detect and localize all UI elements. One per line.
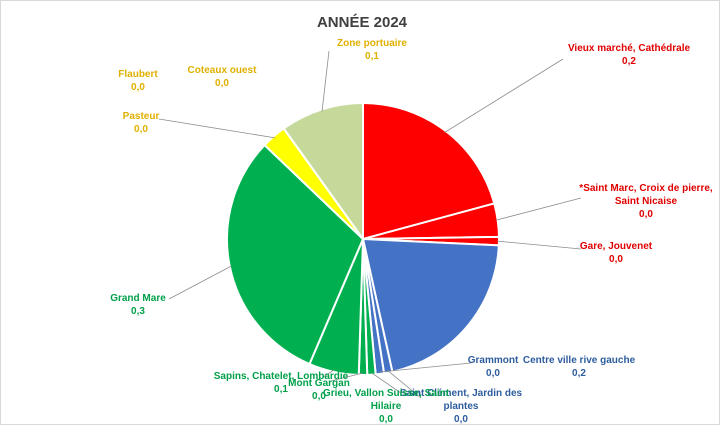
- slice-category-label: Centre ville rive gauche: [523, 355, 636, 366]
- slice-value-label: 0,0: [131, 82, 145, 93]
- slice-value-label: 0,0: [639, 209, 653, 220]
- slice-category-label: Grieu, Vallon Suisse, Saint: [323, 388, 450, 399]
- slice-category-label: Gare, Jouvenet: [580, 241, 653, 252]
- pie-slice-zone-portuaire: [282, 101, 364, 243]
- slice-category-label: plantes: [443, 401, 478, 412]
- slice-value-label: 0,0: [486, 368, 500, 379]
- slice-value-label: 0,0: [454, 414, 468, 424]
- data-label-grand-mare: Grand Mare 0,3: [110, 293, 166, 317]
- leader-line-saint-clement-jardin-des-plantes: [387, 370, 422, 399]
- leader-line-vieux-marche-cathedrale: [444, 58, 564, 133]
- data-label-pasteur: Pasteur 0,0: [123, 111, 160, 135]
- slice-category-label: Saint Clément, Jardin des: [400, 388, 523, 399]
- leader-line-grieu-vallon-suisse-saint-hilaire: [371, 372, 402, 394]
- slice-category-label: Coteaux ouest: [188, 65, 258, 76]
- data-label-centre-ville-rive-gauche: Centre ville rive gauche 0,2: [523, 355, 636, 379]
- leader-line-gare-jouvenet: [496, 240, 582, 250]
- data-labels: Vieux marché, Cathédrale 0,2 *Saint Marc, …: [110, 38, 713, 424]
- slice-value-label: 0,0: [609, 254, 623, 265]
- leader-line-pasteur: [158, 118, 276, 139]
- slice-category-label: Vieux marché, Cathédrale: [568, 43, 691, 54]
- data-label-coteaux-ouest: Coteaux ouest 0,0: [188, 65, 258, 89]
- pie-slices: [226, 101, 500, 376]
- leader-lines: [158, 50, 582, 399]
- data-label-sapins-chatelet-lombardie: Sapins, Chatelet, Lombardie 0,1: [214, 371, 349, 395]
- slice-value-label: 0,0: [215, 78, 229, 89]
- data-label-flaubert: Flaubert 0,0: [118, 69, 158, 93]
- data-label-grieu-vallon-suisse-saint-hilaire: Grieu, Vallon Suisse, Saint Hilaire 0,0: [323, 388, 450, 424]
- slice-value-label: 0,0: [134, 124, 148, 135]
- pie-slice-grand-mare: [226, 143, 365, 366]
- pie-slice-vieux-marche-cathedrale: [362, 101, 496, 241]
- chart-title: ANNÉE 2024: [317, 14, 408, 31]
- leader-line-grand-mare: [168, 265, 232, 300]
- slice-category-label: Grammont: [468, 355, 519, 366]
- slice-category-label: Pasteur: [123, 111, 160, 122]
- leader-line-mont-gargan: [330, 372, 364, 382]
- pie-slice-centre-ville-rive-gauche: [361, 237, 500, 373]
- slice-value-label: 0,1: [365, 51, 379, 62]
- data-label-vieux-marche-cathedrale: Vieux marché, Cathédrale 0,2: [568, 43, 691, 67]
- slice-category-label: *Saint Marc, Croix de pierre,: [579, 183, 713, 194]
- data-label-gare-jouvenet: Gare, Jouvenet 0,0: [580, 241, 653, 265]
- data-label-grammont: Grammont 0,0: [468, 355, 519, 379]
- slice-value-label: 0,0: [379, 414, 393, 424]
- leader-line-saint-marc-croix-de-pierre-saint-nicaise: [495, 197, 582, 221]
- slice-category-label: Saint Nicaise: [615, 196, 678, 207]
- leader-line-grammont: [379, 362, 472, 373]
- slice-value-label: 0,2: [622, 56, 636, 67]
- slice-category-label: Mont Gargan: [288, 378, 350, 389]
- slice-value-label: 0,2: [572, 368, 586, 379]
- data-label-saint-clement-jardin-des-plantes: Saint Clément, Jardin des plantes 0,0: [400, 388, 523, 424]
- slice-category-label: Hilaire: [371, 401, 402, 412]
- slice-category-label: Sapins, Chatelet, Lombardie: [214, 371, 349, 382]
- leader-line-sapins-chatelet-lombardie: [322, 369, 335, 378]
- data-label-saint-marc-croix-de-pierre-saint-nicaise: *Saint Marc, Croix de pierre, Saint Nicai…: [579, 183, 713, 220]
- slice-category-label: Zone portuaire: [337, 38, 407, 49]
- slice-value-label: 0,3: [131, 306, 145, 317]
- leader-line-zone-portuaire: [321, 50, 330, 112]
- slice-value-label: 0,0: [312, 391, 326, 402]
- data-label-zone-portuaire: Zone portuaire 0,1: [337, 38, 407, 62]
- slice-value-label: 0,1: [274, 384, 288, 395]
- slice-category-label: Flaubert: [118, 69, 158, 80]
- slice-category-label: Grand Mare: [110, 293, 166, 304]
- data-label-mont-gargan: Mont Gargan 0,0: [288, 378, 350, 402]
